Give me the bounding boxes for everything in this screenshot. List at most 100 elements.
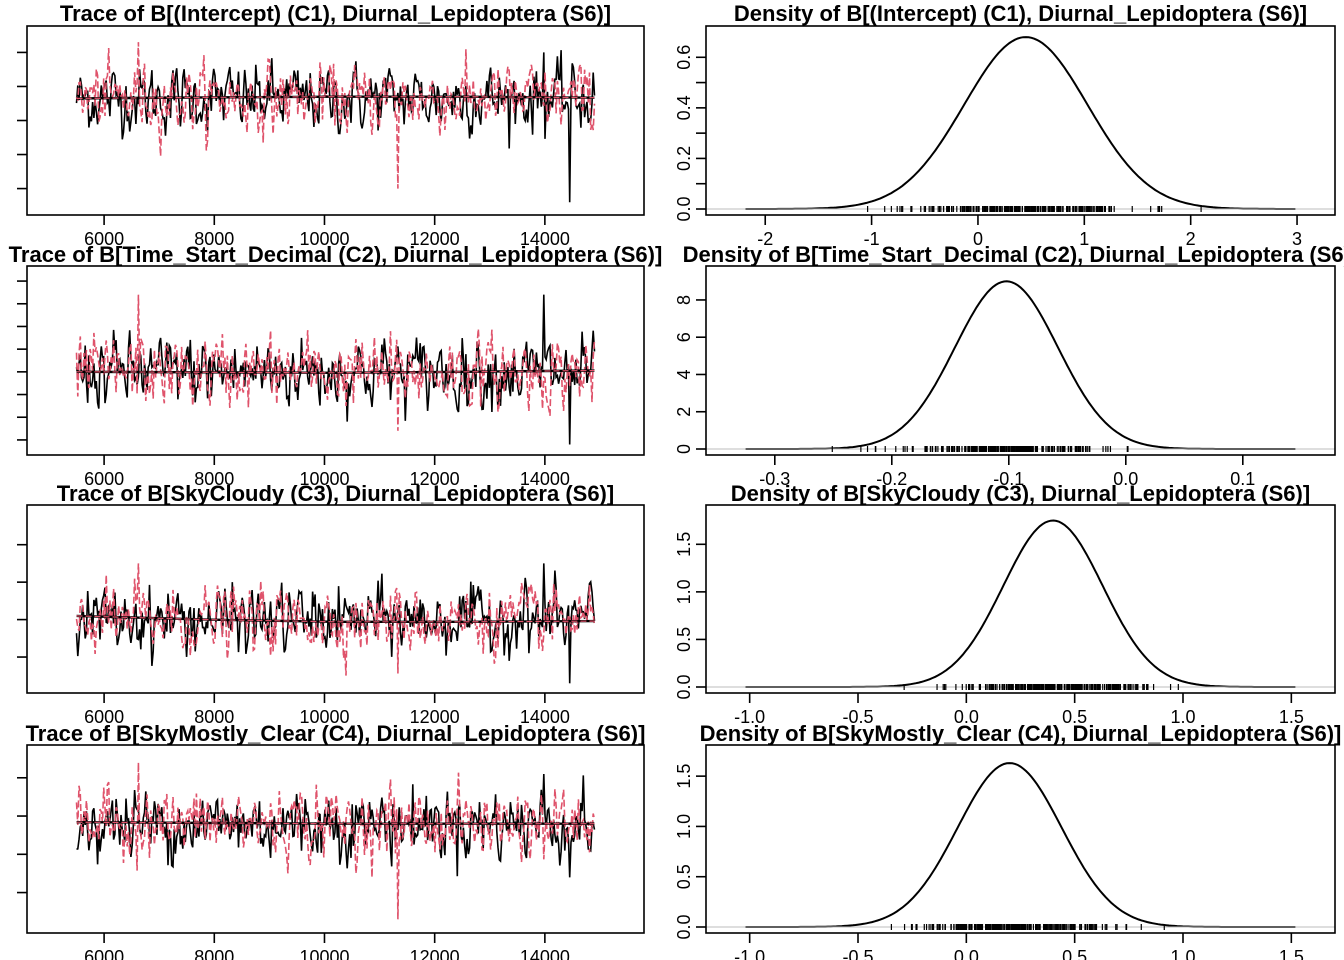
y-tick-label: 0.2 [674,146,694,171]
x-tick-label: -0.3 [759,469,790,489]
panel-title: Density of B[SkyCloudy (C3), Diurnal_Lep… [731,481,1310,506]
x-tick-label: -1 [864,229,880,249]
density-curve [745,36,1296,210]
plot-area [706,519,1335,690]
x-tick-label: 0.0 [954,947,979,960]
y-tick-label: 2 [674,407,694,417]
x-tick-label: 12000 [410,707,460,727]
x-tick-label: 8000 [194,229,234,249]
density-panel-4: Density of B[SkyMostly_Clear (C4), Diurn… [674,721,1341,960]
smooth-line-chain2 [76,369,595,374]
x-tick-label: 10000 [299,469,349,489]
trace-panel-3: Trace of B[SkyCloudy (C3), Diurnal_Lepid… [17,481,645,727]
x-tick-label: -1.0 [734,707,765,727]
x-tick-label: 12000 [410,469,460,489]
y-tick-label: 1.5 [674,764,694,789]
plot-area [75,563,596,684]
x-tick-label: 12000 [410,229,460,249]
trace-chain-1 [75,563,596,684]
density-curve [745,519,1296,688]
trace-chain-2 [75,563,596,676]
trace-panel-1: Trace of B[(Intercept) (C1), Diurnal_Lep… [17,1,645,249]
panel-title: Trace of B[(Intercept) (C1), Diurnal_Lep… [60,1,611,26]
y-axis [17,51,27,190]
x-axis: 6000 8000 10000 12000 14000 [84,693,570,727]
y-axis [17,776,27,894]
y-tick-label: 6 [674,332,694,342]
x-tick-label: 0.5 [1062,947,1087,960]
trace-chain-2 [75,762,596,920]
x-tick-label: 10000 [299,229,349,249]
density-panel-3: Density of B[SkyCloudy (C3), Diurnal_Lep… [674,481,1336,727]
x-tick-label: 2 [1186,229,1196,249]
x-tick-label: 10000 [299,947,349,960]
y-axis: 0.0 0.5 1.0 1.5 [674,764,706,940]
y-axis: 0.0 0.2 0.4 0.6 [674,45,706,222]
plot-area [706,280,1335,452]
y-tick-label: 0.0 [674,196,694,221]
y-axis: 0.0 0.5 1.0 1.5 [674,532,706,700]
y-tick-label: 8 [674,295,694,305]
panel-title: Trace of B[Time_Start_Decimal (C2), Diur… [9,242,663,267]
y-axis [17,543,27,658]
plot-area [706,36,1335,212]
density-curve [745,762,1296,928]
x-tick-label: 6000 [84,229,124,249]
trace-panel-2: Trace of B[Time_Start_Decimal (C2), Diur… [9,242,663,489]
x-tick-label: 14000 [520,469,570,489]
plot-frame [26,504,645,694]
plot-frame [705,504,1336,694]
x-tick-label: -0.2 [876,469,907,489]
x-tick-label: -0.5 [842,707,873,727]
plot-area [706,762,1335,930]
x-tick-label: 10000 [299,707,349,727]
plot-frame [705,265,1336,456]
rug [867,206,1202,212]
density-panel-1: Density of B[(Intercept) (C1), Diurnal_L… [674,1,1336,249]
x-tick-label: 6000 [84,707,124,727]
y-tick-label: 0.0 [674,674,694,699]
x-tick-label: 0.0 [1113,469,1138,489]
density-panel-2: Density of B[Time_Start_Decimal (C2), Di… [674,242,1344,489]
smooth-line-chain2 [76,615,595,623]
y-tick-label: 0 [674,444,694,454]
x-tick-label: 1 [1079,229,1089,249]
panel-title: Density of B[(Intercept) (C1), Diurnal_L… [734,1,1307,26]
plot-frame [26,265,645,456]
trace-chain-1 [75,50,596,203]
x-tick-label: 1.0 [1170,707,1195,727]
panel-title: Density of B[Time_Start_Decimal (C2), Di… [683,242,1344,267]
panel-title: Trace of B[SkyCloudy (C3), Diurnal_Lepid… [57,481,614,506]
x-axis: -1.0 -0.5 0.0 0.5 1.0 1.5 [734,933,1304,960]
x-tick-label: -1.0 [734,947,765,960]
x-tick-label: 1.0 [1170,947,1195,960]
trace-chain-2 [75,294,596,431]
rug [831,446,1129,452]
x-tick-label: 3 [1292,229,1302,249]
trace-panel-4: Trace of B[SkyMostly_Clear (C4), Diurnal… [17,721,645,960]
plot-area [75,42,596,203]
plot-frame [705,25,1336,216]
panel-title: Trace of B[SkyMostly_Clear (C4), Diurnal… [26,721,646,746]
rug [903,684,1179,690]
trace-chain-1 [76,773,596,878]
x-axis: 6000 8000 10000 12000 14000 [84,933,570,960]
x-tick-label: 14000 [520,947,570,960]
x-tick-label: -0.1 [993,469,1024,489]
x-axis: -1.0 -0.5 0.0 0.5 1.0 1.5 [734,693,1304,727]
smooth-line-chain2 [76,821,595,825]
y-tick-label: 1.0 [674,579,694,604]
smooth-line-chain2 [76,96,595,99]
x-tick-label: 0.0 [954,707,979,727]
trace-chain-2 [75,42,596,189]
y-tick-label: 1.5 [674,532,694,557]
y-tick-label: 4 [674,369,694,379]
panel-title: Density of B[SkyMostly_Clear (C4), Diurn… [700,721,1342,746]
plot-area [75,294,596,445]
density-curve [745,280,1296,450]
x-tick-label: 0.1 [1230,469,1255,489]
plot-frame [26,744,645,934]
rug [890,924,1165,930]
x-axis: 6000 8000 10000 12000 14000 [84,215,570,249]
